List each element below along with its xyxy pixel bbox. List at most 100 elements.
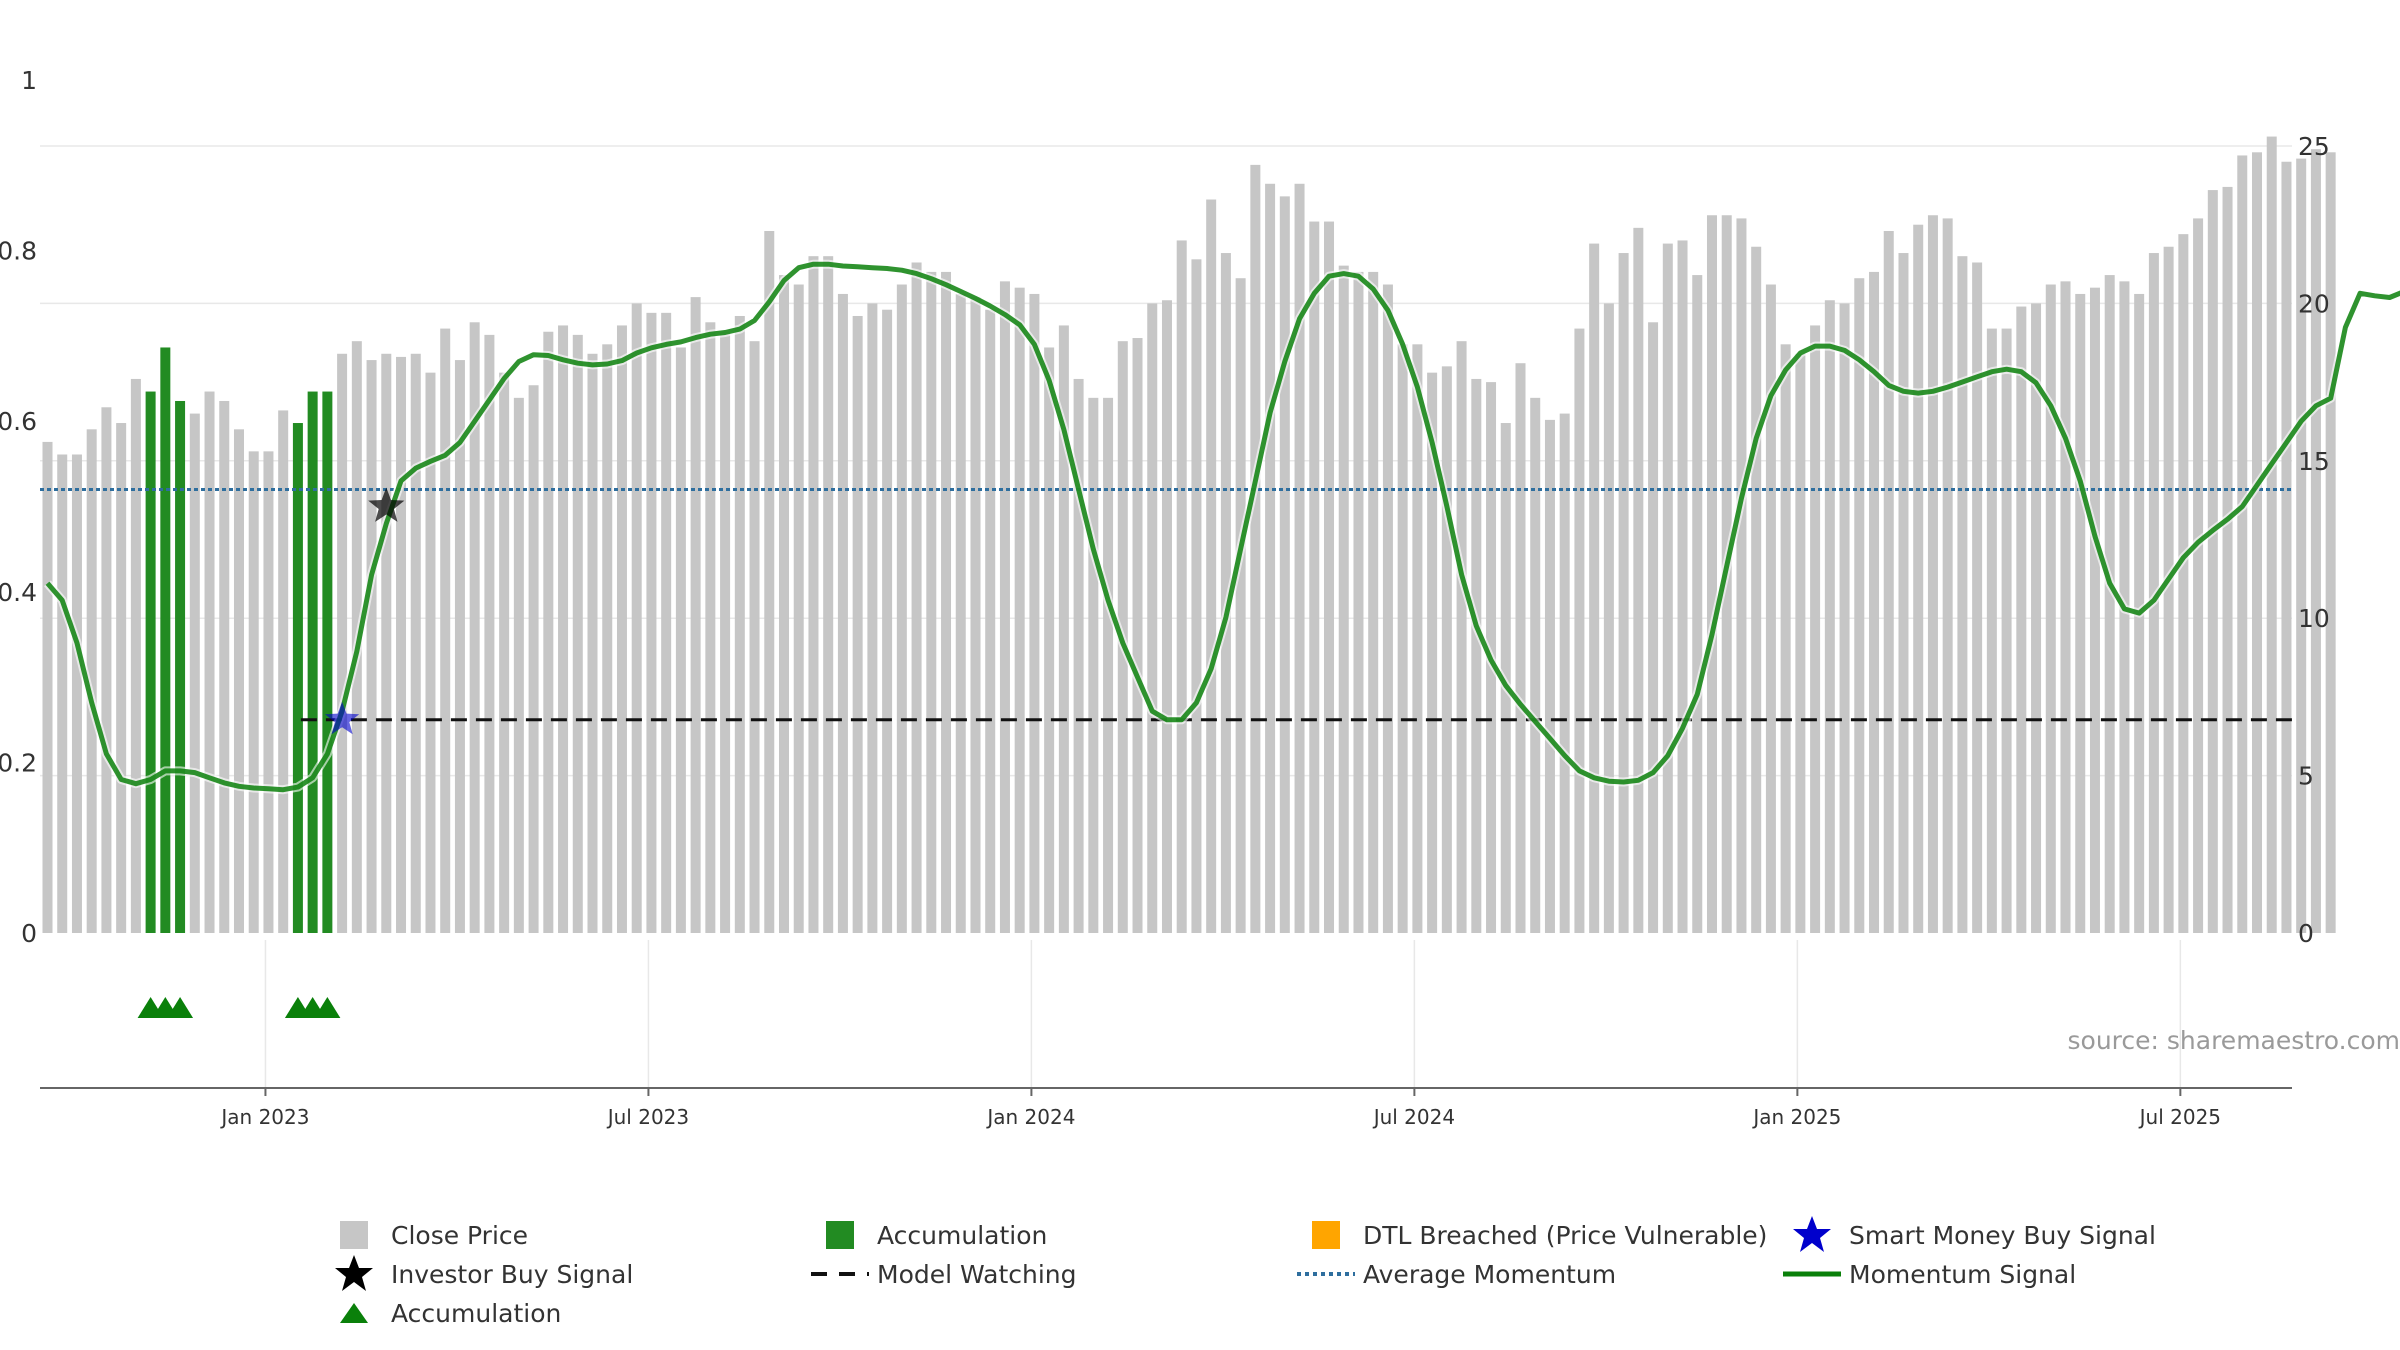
signal-lines	[40, 259, 2400, 1018]
price-bar	[2075, 293, 2086, 933]
price-bar	[1088, 397, 1099, 934]
price-bar	[1795, 353, 1806, 933]
accumulation-bar	[322, 391, 333, 933]
x-axis-tick-label: Jul 2024	[1372, 1105, 1455, 1129]
price-bar	[720, 331, 731, 933]
price-bar	[2252, 152, 2262, 933]
price-bar	[1810, 325, 1821, 933]
price-bar	[1294, 183, 1305, 933]
price-bar	[2178, 234, 2189, 934]
price-bar	[1603, 303, 1614, 933]
price-bar	[2222, 186, 2233, 933]
price-bar	[1662, 243, 1673, 933]
price-bar	[42, 441, 53, 933]
price-bar	[616, 325, 627, 933]
price-bars	[42, 136, 2336, 934]
price-bar	[219, 400, 230, 933]
left-axis-tick-label: 1	[21, 66, 37, 95]
price-bar	[1898, 253, 1909, 934]
price-bar	[1913, 224, 1924, 933]
price-bar	[1972, 262, 1983, 933]
price-bar	[955, 293, 966, 933]
left-axis-tick-label: 0.6	[0, 407, 37, 436]
price-bar	[2016, 306, 2027, 934]
price-bar	[2266, 136, 2277, 933]
price-bar	[101, 407, 112, 933]
price-bar	[469, 322, 480, 934]
left-axis-tick-label: 0.4	[0, 578, 37, 607]
right-axis-tick-label: 15	[2298, 447, 2330, 476]
price-bar	[882, 309, 893, 933]
right-axis-tick-label: 0	[2298, 919, 2314, 948]
price-bar	[1471, 378, 1482, 933]
price-bar	[1559, 413, 1570, 934]
price-bar	[867, 303, 878, 933]
price-bar	[1382, 284, 1393, 934]
price-bar	[1780, 344, 1791, 934]
price-bar	[1324, 221, 1335, 933]
right-axis-tick-label: 25	[2298, 132, 2330, 161]
price-bar	[57, 454, 68, 933]
price-bar	[1736, 218, 1747, 934]
price-bar	[1353, 271, 1364, 933]
price-bar	[410, 353, 421, 933]
price-bar	[1544, 419, 1555, 934]
price-bar	[1412, 344, 1423, 934]
price-bar	[911, 262, 922, 933]
price-bar	[1957, 256, 1968, 933]
price-bar	[2237, 155, 2248, 934]
price-bar	[1279, 196, 1290, 934]
price-bar	[999, 281, 1010, 933]
x-axis-tick-label: Jan 2023	[219, 1105, 309, 1129]
price-bar	[985, 309, 996, 933]
price-bar	[2193, 218, 2204, 934]
price-bar	[1589, 243, 1600, 933]
price-bar	[1191, 259, 1202, 933]
x-axis-tick-label: Jul 2023	[606, 1105, 689, 1129]
price-bar	[1677, 240, 1688, 933]
accumulation-bar	[145, 391, 156, 933]
price-bar	[1265, 183, 1276, 933]
price-bar	[1986, 328, 1997, 934]
price-bar	[381, 353, 392, 933]
x-axis-tick-label: Jan 2025	[1751, 1105, 1841, 1129]
price-bar	[71, 454, 82, 933]
price-bar	[1751, 246, 1762, 934]
price-bar	[631, 303, 642, 933]
right-axis-tick-label: 5	[2298, 762, 2314, 791]
price-bar	[734, 315, 745, 933]
price-bar	[1633, 227, 1644, 933]
price-bar	[2104, 275, 2115, 933]
price-bar	[1706, 215, 1717, 934]
price-bar	[1250, 164, 1261, 933]
momentum-signal-line	[45, 261, 2400, 793]
price-bar	[779, 275, 789, 933]
accumulation-bar	[307, 391, 318, 933]
price-bar	[1824, 300, 1835, 933]
price-bar	[484, 334, 495, 933]
price-bar	[793, 284, 804, 934]
accumulation-bar	[160, 347, 171, 933]
price-bar	[837, 293, 848, 933]
price-bar	[278, 410, 289, 933]
left-axis-tick-label: 0	[21, 919, 37, 948]
smart-money-buy-star	[325, 701, 360, 735]
price-bar	[499, 372, 510, 933]
price-bar	[705, 322, 716, 934]
price-bar	[808, 256, 819, 933]
price-bar	[2163, 246, 2174, 934]
price-bar	[1427, 372, 1438, 933]
price-bar	[2031, 303, 2042, 933]
left-axis-tick-label: 0.8	[0, 237, 37, 266]
price-bar	[970, 297, 981, 933]
price-bar	[2060, 281, 2071, 933]
price-bar	[130, 378, 141, 933]
price-bar	[2089, 287, 2100, 933]
price-bar	[1176, 240, 1187, 933]
price-bar	[1574, 328, 1585, 934]
accumulation-marker	[314, 997, 341, 1018]
price-bar	[1692, 275, 1703, 933]
left-axis-tick-label: 0.2	[0, 748, 37, 777]
price-bar	[233, 429, 244, 933]
right-axis-tick-label: 20	[2298, 289, 2330, 318]
